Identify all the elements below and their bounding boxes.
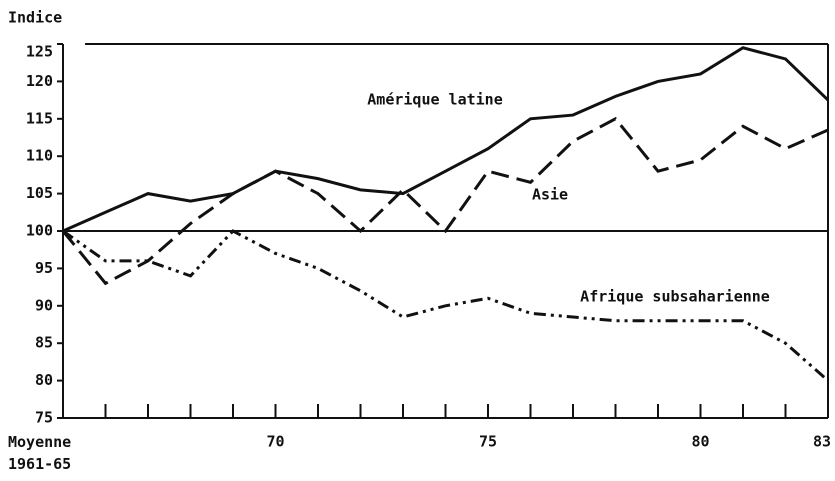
y-tick-label: 125 [26,43,53,61]
x-tick-label: 75 [479,433,497,451]
series-line [61,116,829,286]
y-tick-label: 110 [26,147,53,165]
series-label: Afrique subsaharienne [580,288,770,306]
y-tick-label: 90 [35,296,53,314]
x-tick-label: 70 [266,433,284,451]
y-tick-label: 100 [26,222,53,240]
x-tick-label: Moyenne 1961-65 [8,433,71,473]
y-tick-label: 120 [26,72,53,90]
y-tick-label: 115 [26,109,53,127]
y-tick-label: 80 [35,371,53,389]
x-tick-label: 80 [691,433,709,451]
series-label: Asie [532,186,568,204]
y-axis-label: Indice [8,9,62,27]
series-line [62,229,829,382]
x-tick-label: 83 [813,433,831,451]
y-tick-label: 75 [35,409,53,427]
series-line [62,46,830,233]
y-tick-label: 85 [35,334,53,352]
y-tick-label: 105 [26,184,53,202]
series-label: Amérique latine [367,91,502,109]
y-tick-label: 95 [35,259,53,277]
